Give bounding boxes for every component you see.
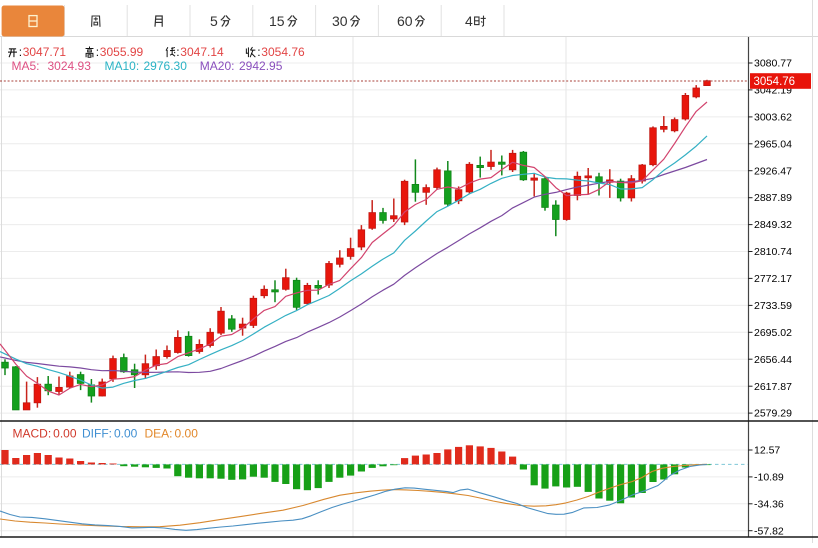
svg-text:DEA:0.00: DEA: 0.00 bbox=[145, 427, 199, 441]
svg-text:3047.71: 3047.71 bbox=[23, 45, 67, 59]
svg-text:MA20:2942.95: MA20: 2942.95 bbox=[200, 59, 283, 73]
svg-text:DIFF:0.00: DIFF: 0.00 bbox=[82, 427, 138, 441]
svg-text:4: 4 bbox=[465, 13, 473, 29]
svg-text:15: 15 bbox=[269, 13, 285, 29]
svg-text:60: 60 bbox=[397, 13, 413, 29]
svg-text:2656.44: 2656.44 bbox=[754, 354, 792, 366]
svg-text:2887.89: 2887.89 bbox=[754, 192, 792, 204]
svg-text:MA5:3024.93: MA5: 3024.93 bbox=[12, 59, 92, 73]
svg-text:2810.74: 2810.74 bbox=[754, 246, 792, 258]
svg-text:-57.82: -57.82 bbox=[754, 525, 784, 537]
svg-text:MACD:0.00: MACD: 0.00 bbox=[13, 427, 77, 441]
svg-text::: : bbox=[19, 45, 22, 59]
svg-text:MA10:2976.30: MA10: 2976.30 bbox=[105, 59, 188, 73]
svg-text:3003.62: 3003.62 bbox=[754, 112, 792, 124]
svg-text:2965.04: 2965.04 bbox=[754, 138, 792, 150]
svg-text:3080.77: 3080.77 bbox=[754, 58, 792, 70]
svg-text:-34.36: -34.36 bbox=[754, 498, 784, 510]
svg-text::: : bbox=[176, 45, 179, 59]
svg-text:2733.59: 2733.59 bbox=[754, 300, 792, 312]
svg-text::: : bbox=[257, 45, 260, 59]
svg-text:-10.89: -10.89 bbox=[754, 472, 784, 484]
svg-text::: : bbox=[96, 45, 99, 59]
svg-text:2579.29: 2579.29 bbox=[754, 408, 792, 420]
svg-text:2617.87: 2617.87 bbox=[754, 381, 792, 393]
svg-text:3047.14: 3047.14 bbox=[180, 45, 224, 59]
svg-text:3055.99: 3055.99 bbox=[100, 45, 144, 59]
svg-text:3054.76: 3054.76 bbox=[261, 45, 305, 59]
svg-text:2772.17: 2772.17 bbox=[754, 273, 792, 285]
svg-text:30: 30 bbox=[332, 13, 348, 29]
svg-text:2695.02: 2695.02 bbox=[754, 327, 792, 339]
svg-text:5: 5 bbox=[210, 13, 218, 29]
svg-text:2926.47: 2926.47 bbox=[754, 165, 792, 177]
svg-text:12.57: 12.57 bbox=[754, 445, 780, 457]
svg-text:2849.32: 2849.32 bbox=[754, 219, 792, 231]
svg-text:3054.76: 3054.76 bbox=[754, 76, 796, 88]
